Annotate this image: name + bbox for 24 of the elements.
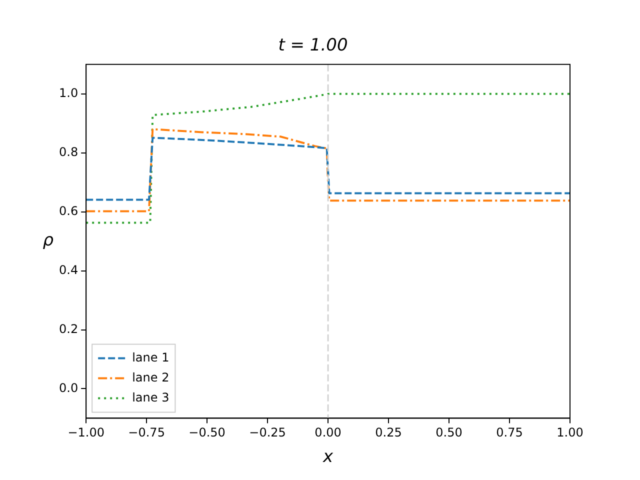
line-series: [86, 136, 570, 201]
legend-label: lane 2: [132, 370, 170, 384]
legend-label: lane 3: [132, 390, 170, 404]
line-series: [86, 128, 570, 212]
x-tick-label: −0.50: [188, 426, 226, 440]
y-tick-label: 0.8: [58, 144, 78, 159]
y-tick-label: 0.4: [58, 262, 78, 277]
y-tick-label: 1.0: [58, 86, 78, 100]
legend-label: lane 1: [132, 350, 170, 364]
x-tick-label: −0.25: [249, 426, 286, 440]
x-tick-label: −0.75: [128, 426, 165, 440]
x-tick-label: 0.50: [436, 426, 462, 440]
y-tick-label: 0.6: [58, 204, 78, 218]
chart-title: t = 1.00: [278, 36, 348, 56]
line-series: [86, 92, 570, 224]
x-tick-label: 0.25: [375, 426, 402, 440]
y-tick-label: 0.0: [58, 380, 78, 395]
x-tick-label: 0.00: [314, 426, 342, 440]
x-axis-title: x: [322, 447, 334, 468]
x-tick-label: 0.75: [496, 426, 523, 440]
x-tick-label: 1.00: [556, 426, 584, 440]
y-axis-title: ρ: [42, 230, 54, 251]
x-tick-label: −1.00: [68, 426, 104, 440]
y-tick-label: 0.2: [58, 322, 78, 336]
